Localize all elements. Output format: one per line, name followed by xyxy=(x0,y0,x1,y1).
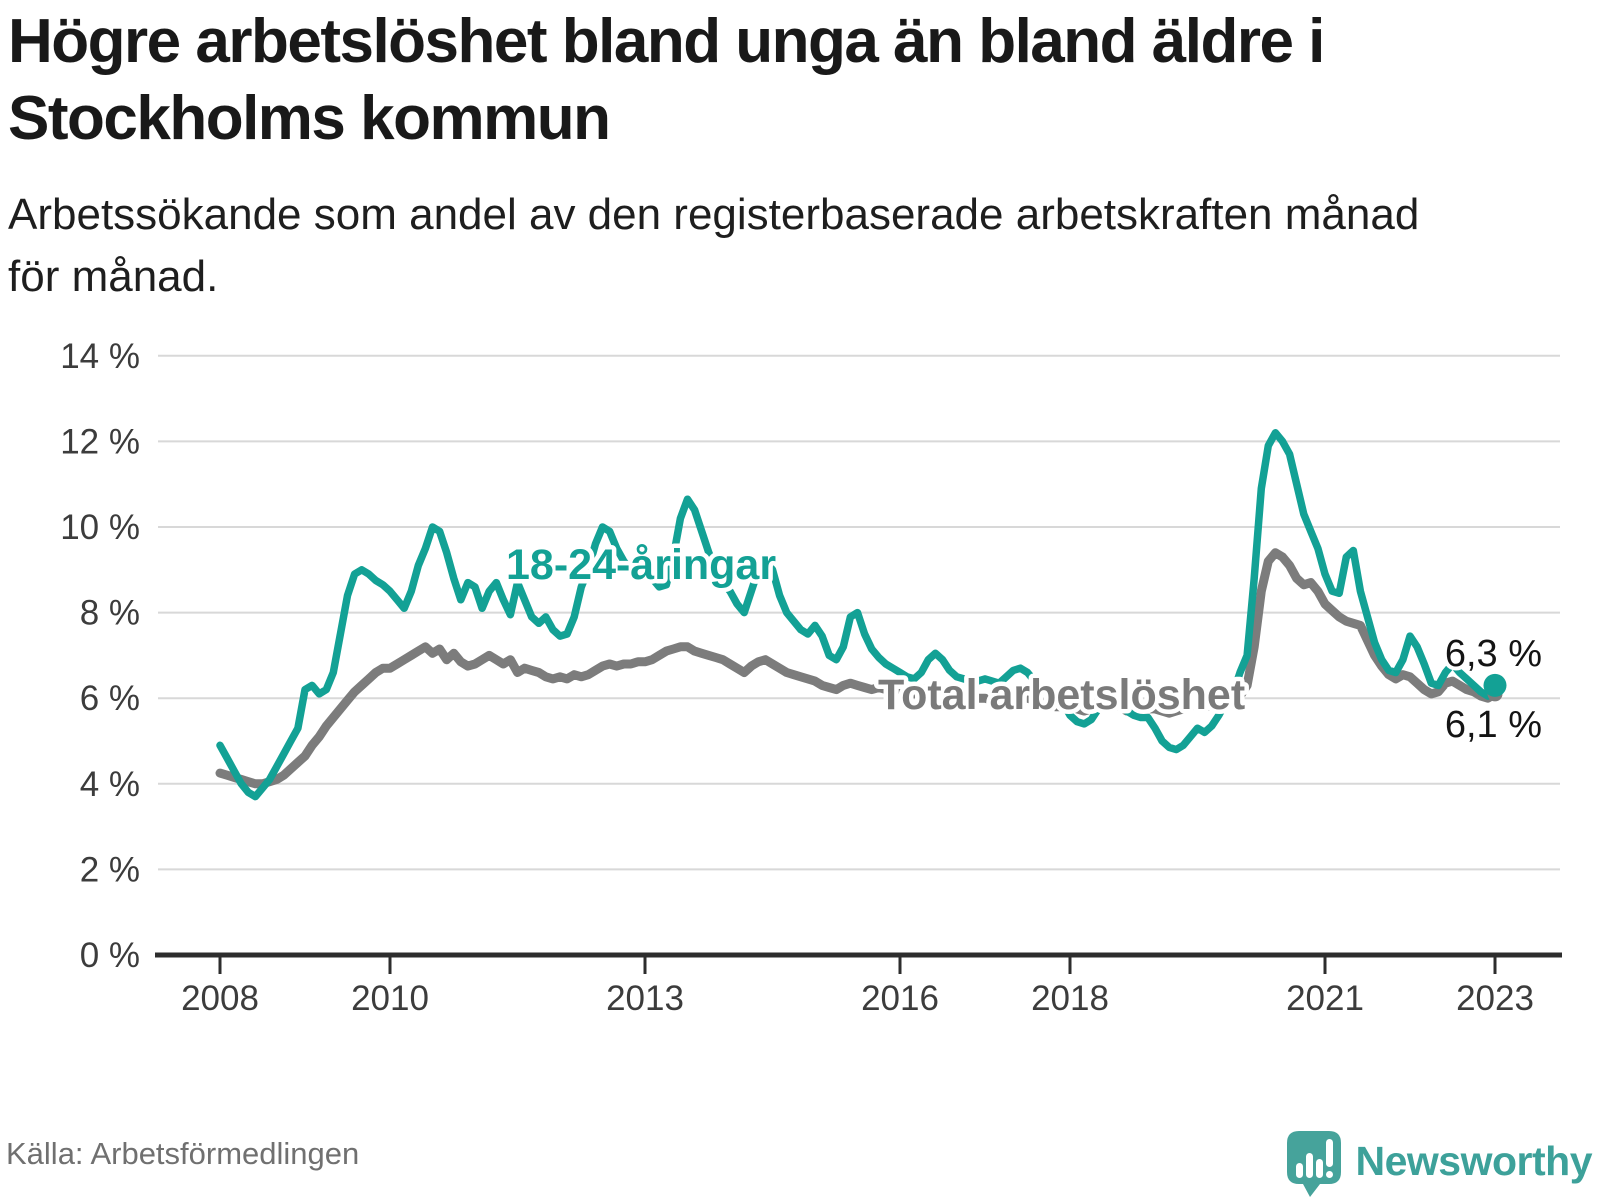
end-value-label-youth: 6,3 % xyxy=(1445,633,1542,675)
end-dot-youth xyxy=(1483,673,1507,697)
x-axis-label: 2013 xyxy=(606,979,684,1018)
x-axis-label: 2008 xyxy=(181,979,259,1018)
logo-bar-mid xyxy=(1315,1159,1323,1178)
chart-subtitle-line1: Arbetssökande som andel av den registerb… xyxy=(8,190,1420,239)
y-axis-label: 12 % xyxy=(60,422,140,461)
y-axis-label: 2 % xyxy=(80,850,140,889)
x-axis-label: 2016 xyxy=(861,979,939,1018)
series-line-youth xyxy=(216,429,1499,801)
series-label-youth: 18-24-åringar xyxy=(506,541,776,589)
series-label-total: Total arbetslöshet xyxy=(878,671,1245,719)
newsworthy-logo: Newsworthy xyxy=(1286,1130,1593,1198)
source-note: Källa: Arbetsförmedlingen xyxy=(6,1136,360,1171)
page-title-line2: Stockholms kommun xyxy=(8,83,611,153)
y-axis-label: 4 % xyxy=(80,765,140,804)
end-value-label-total: 6,1 % xyxy=(1445,704,1542,746)
logo-bar-tall xyxy=(1305,1153,1313,1178)
x-axis-label: 2023 xyxy=(1456,979,1534,1018)
y-axis-label: 0 % xyxy=(80,936,140,975)
page-title-line1: Högre arbetslöshet bland unga än bland ä… xyxy=(8,7,1325,76)
y-axis-label: 8 % xyxy=(80,594,140,633)
series-line-total xyxy=(215,548,1500,789)
y-axis-label: 6 % xyxy=(80,679,140,718)
logo-exclamation-stem xyxy=(1325,1139,1333,1167)
x-axis-label: 2018 xyxy=(1031,979,1109,1018)
page-title: Högre arbetslöshet bland unga än bland ä… xyxy=(8,4,1325,158)
logo-bar-short xyxy=(1295,1163,1303,1178)
y-axis-label: 10 % xyxy=(60,508,140,547)
newsworthy-logo-icon xyxy=(1286,1131,1341,1197)
plot-area: 0 % 2 % 4 % 6 % 8 % 10 % 12 % 14 % 2008 2010 2013 2… xyxy=(60,337,1562,1018)
y-axis-label: 14 % xyxy=(60,337,140,376)
logo-exclamation-dot xyxy=(1325,1171,1333,1178)
x-axis-label: 2021 xyxy=(1286,979,1364,1018)
brand-name: Newsworthy xyxy=(1355,1138,1593,1184)
x-axis-label: 2010 xyxy=(351,979,429,1018)
chart-subtitle: Arbetssökande som andel av den registerb… xyxy=(8,184,1419,309)
chart-subtitle-line2: för månad. xyxy=(8,252,219,302)
